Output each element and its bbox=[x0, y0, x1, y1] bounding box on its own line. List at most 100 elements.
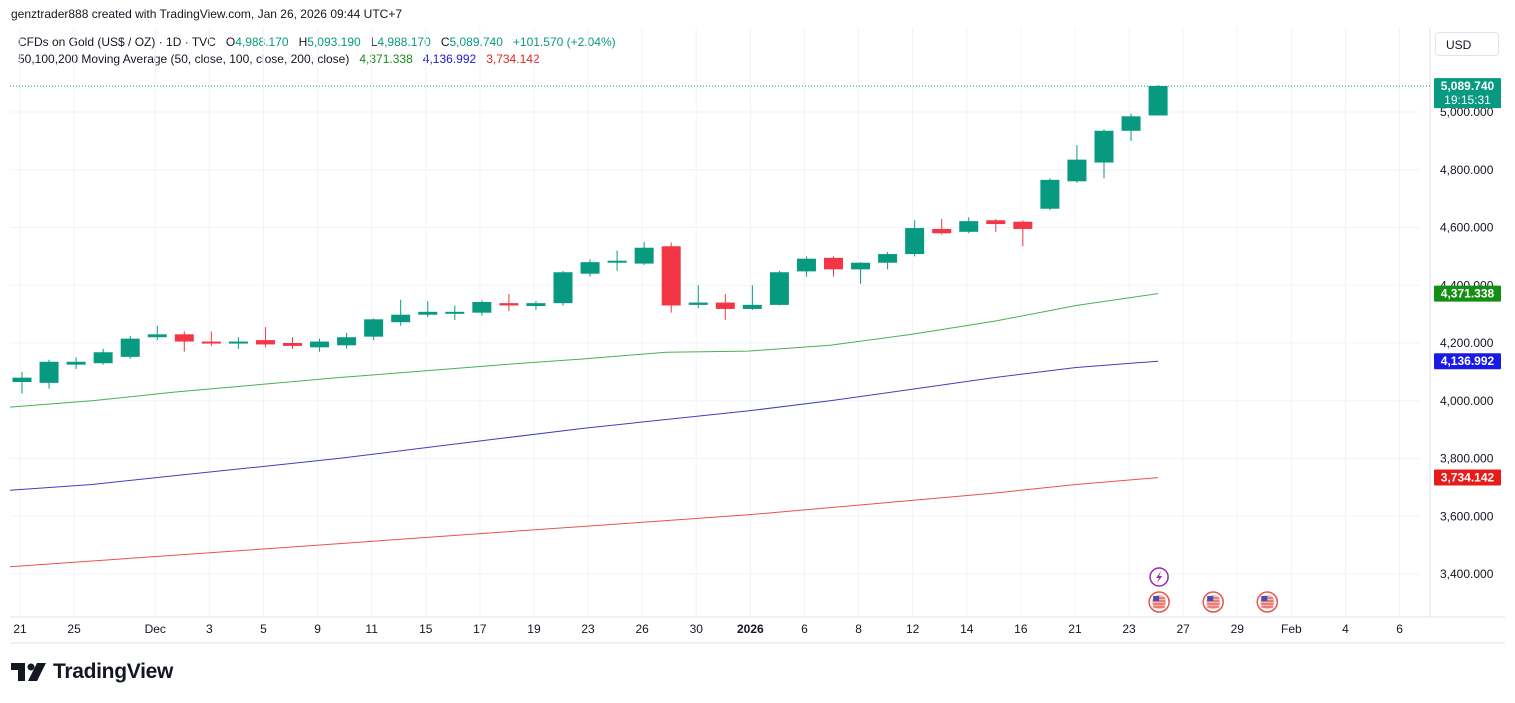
candle-body[interactable] bbox=[607, 260, 627, 263]
x-tick-label: 30 bbox=[690, 622, 704, 636]
candle-body[interactable] bbox=[688, 302, 708, 305]
candle-body[interactable] bbox=[553, 272, 573, 304]
candle-body[interactable] bbox=[120, 338, 140, 357]
candle-body[interactable] bbox=[715, 302, 735, 309]
x-tick-label: 3 bbox=[206, 622, 213, 636]
y-tick-label: 4,000.000 bbox=[1440, 394, 1494, 408]
x-tick-label: 12 bbox=[906, 622, 920, 636]
x-tick-label: Dec bbox=[145, 622, 166, 636]
y-tick-label: 3,400.000 bbox=[1440, 567, 1494, 581]
x-tick-label: 6 bbox=[801, 622, 808, 636]
x-tick-label: 26 bbox=[635, 622, 649, 636]
ma200-price-label-bg bbox=[1434, 469, 1501, 486]
legend-open-label: O bbox=[225, 35, 236, 49]
legend-ma200-value: 3,734.142 bbox=[486, 52, 540, 66]
candle-body[interactable] bbox=[824, 257, 843, 270]
legend-ma-row[interactable]: 50,100,200 Moving Average (50, close, 10… bbox=[18, 51, 616, 68]
candle-body[interactable] bbox=[526, 303, 546, 307]
tradingview-wordmark: TradingView bbox=[53, 660, 174, 683]
y-tick-label: 4,800.000 bbox=[1440, 163, 1494, 177]
candle-body[interactable] bbox=[796, 258, 816, 272]
candle-body[interactable] bbox=[986, 220, 1006, 225]
x-tick-label: 23 bbox=[581, 622, 595, 636]
candle-body[interactable] bbox=[391, 314, 411, 323]
us-flag-canton-icon bbox=[1207, 596, 1214, 601]
x-tick-label: 29 bbox=[1231, 622, 1245, 636]
legend-ma50-value: 4,371.338 bbox=[359, 52, 413, 66]
candle-body[interactable] bbox=[201, 341, 221, 344]
candle-body[interactable] bbox=[1040, 179, 1060, 209]
legend-ma-label[interactable]: 50,100,200 Moving Average (50, close, 10… bbox=[18, 52, 350, 66]
candle-body[interactable] bbox=[1121, 116, 1141, 131]
legend-symbol[interactable]: CFDs on Gold (US$ / OZ) · 1D · TVC bbox=[18, 35, 216, 49]
legend-ma100-value: 4,136.992 bbox=[422, 52, 477, 66]
legend-close-label: C bbox=[440, 35, 450, 49]
x-tick-label: 4 bbox=[1342, 622, 1349, 636]
x-tick-label: 17 bbox=[473, 622, 487, 636]
candle-body[interactable] bbox=[905, 228, 925, 255]
ma100-line bbox=[9, 360, 1159, 491]
candle-body[interactable] bbox=[878, 254, 898, 263]
chart-legend: CFDs on Gold (US$ / OZ) · 1D · TVC O 4,98… bbox=[18, 34, 616, 68]
ma50-price-label-bg bbox=[1434, 285, 1501, 302]
candle-body[interactable] bbox=[1148, 86, 1168, 116]
y-tick-label: 3,600.000 bbox=[1440, 509, 1494, 523]
tradingview-brand[interactable]: TradingView bbox=[11, 660, 173, 684]
candle-body[interactable] bbox=[39, 361, 59, 383]
x-tick-label: 5 bbox=[260, 622, 267, 636]
legend-close-value: 5,089.740 bbox=[449, 35, 503, 49]
created-line: genztrader888 created with TradingView.c… bbox=[11, 7, 403, 21]
x-tick-label: 8 bbox=[855, 622, 862, 636]
candle-body[interactable] bbox=[769, 272, 789, 305]
legend-symbol-row[interactable]: CFDs on Gold (US$ / OZ) · 1D · TVC O 4,98… bbox=[18, 34, 616, 51]
y-tick-label: 4,200.000 bbox=[1440, 336, 1494, 350]
candle-body[interactable] bbox=[337, 337, 357, 346]
x-tick-label: 21 bbox=[1068, 622, 1082, 636]
candle-body[interactable] bbox=[255, 340, 275, 345]
candle-body[interactable] bbox=[93, 352, 113, 364]
candle-body[interactable] bbox=[959, 221, 979, 232]
candle-body[interactable] bbox=[445, 311, 465, 314]
candle-body[interactable] bbox=[472, 301, 492, 313]
candle-body[interactable] bbox=[661, 246, 681, 306]
candle-body[interactable] bbox=[147, 334, 167, 338]
candle-body[interactable] bbox=[283, 343, 302, 346]
x-tick-label: 23 bbox=[1122, 622, 1136, 636]
legend-low-label: L bbox=[370, 35, 378, 49]
candle-body[interactable] bbox=[418, 311, 438, 315]
candle-body[interactable] bbox=[12, 377, 32, 382]
legend-low-value: 4,988.170 bbox=[377, 35, 431, 49]
candle-body[interactable] bbox=[364, 319, 384, 337]
candle-body[interactable] bbox=[499, 303, 519, 306]
bolt-glyph-icon bbox=[1156, 571, 1163, 583]
x-tick-label: 6 bbox=[1396, 622, 1403, 636]
candle-body[interactable] bbox=[580, 262, 600, 274]
y-tick-label: 3,800.000 bbox=[1440, 452, 1494, 466]
ma200-line bbox=[9, 477, 1159, 568]
legend-high-value: 5,093.190 bbox=[307, 35, 361, 49]
x-tick-label: 27 bbox=[1176, 622, 1190, 636]
candle-body[interactable] bbox=[1067, 159, 1087, 182]
currency-button[interactable]: USD bbox=[1435, 32, 1499, 56]
x-tick-label: 19 bbox=[527, 622, 541, 636]
candle-body[interactable] bbox=[174, 334, 194, 342]
ma50-price-label: 4,371.338 bbox=[1441, 287, 1495, 301]
y-tick-label: 4,600.000 bbox=[1440, 221, 1494, 235]
tradingview-logo-icon bbox=[11, 663, 46, 681]
candle-body[interactable] bbox=[228, 341, 248, 344]
candle-body[interactable] bbox=[851, 262, 871, 270]
candle-body[interactable] bbox=[634, 247, 654, 264]
candle-body[interactable] bbox=[310, 341, 330, 348]
candle-body[interactable] bbox=[1013, 221, 1033, 229]
x-tick-label: 9 bbox=[314, 622, 321, 636]
x-tick-label: 2026 bbox=[737, 622, 764, 636]
x-tick-label: 14 bbox=[960, 622, 974, 636]
candle-body[interactable] bbox=[932, 228, 952, 234]
candle-body[interactable] bbox=[66, 361, 86, 365]
x-tick-label: 16 bbox=[1014, 622, 1028, 636]
candle-body[interactable] bbox=[742, 304, 762, 309]
candle-body[interactable] bbox=[1094, 130, 1114, 163]
legend-change: +101.570 (+2.04%) bbox=[512, 35, 616, 49]
y-tick-label: 5,000.000 bbox=[1440, 105, 1494, 119]
